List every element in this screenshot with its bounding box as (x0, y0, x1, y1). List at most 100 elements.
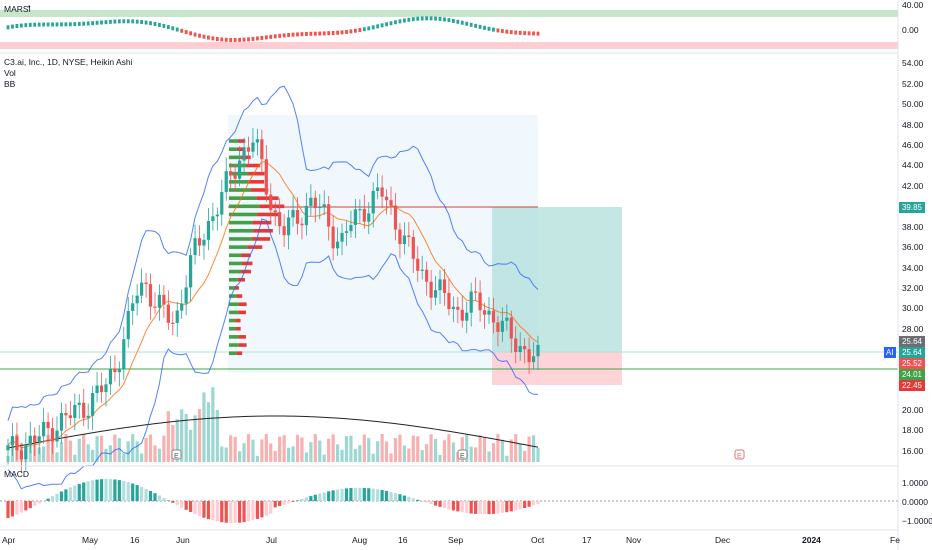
volume-profile (229, 139, 285, 355)
rsi-bar (273, 34, 277, 39)
macd-bar (251, 501, 255, 521)
volume-bar (104, 448, 108, 462)
rsi-bar (233, 37, 237, 42)
candle (59, 413, 64, 431)
macd-tick: 1.0000 (902, 478, 928, 488)
macd-bar (367, 488, 371, 501)
candle (389, 200, 393, 206)
rsi-bar (509, 30, 513, 35)
rsi-bar (224, 37, 228, 42)
rsi-label[interactable]: MARSI (4, 4, 31, 14)
rsi-bar (483, 25, 486, 30)
volume-bar (442, 440, 447, 462)
volume-bar (73, 454, 77, 462)
macd-bar (64, 489, 68, 501)
macd-bar (68, 487, 72, 501)
macd-label[interactable]: MACD (4, 469, 30, 479)
rsi-bar (309, 31, 313, 36)
candle (456, 306, 460, 310)
rsi-bar (247, 37, 250, 42)
candle (500, 320, 504, 332)
volume-profile-down-bar (248, 171, 265, 176)
volume-bar (491, 443, 496, 462)
volume-bar (291, 446, 295, 462)
time-label: Jul (266, 535, 277, 545)
rsi-bar (55, 22, 59, 27)
candle (229, 171, 233, 176)
rsi-bar (140, 20, 144, 25)
volume-profile-up-bar (229, 326, 236, 331)
volume-profile-up-bar (229, 269, 242, 274)
candle (393, 205, 398, 230)
rsi-bar (264, 35, 268, 40)
time-label: Jun (176, 535, 190, 545)
volume-bar (197, 409, 202, 462)
volume-bar (309, 442, 313, 462)
candle (465, 312, 469, 321)
volume-bar (77, 438, 81, 462)
candle (487, 310, 491, 315)
rsi-bar (207, 35, 210, 40)
earnings-icon[interactable] (457, 449, 468, 460)
earnings-icon[interactable] (734, 449, 745, 460)
volume-bar (367, 438, 371, 462)
rsi-bar (149, 21, 152, 26)
volume-profile-up-bar (229, 302, 239, 307)
macd-bar (505, 501, 509, 513)
rsi-bar (518, 30, 522, 35)
volume-bar (304, 452, 309, 462)
volume-bar (144, 438, 148, 462)
rsi-bar (28, 22, 32, 27)
volume-profile-up-bar (229, 155, 241, 160)
macd-bar (335, 489, 340, 501)
vol-label[interactable]: Vol (4, 68, 16, 78)
candle (478, 292, 482, 311)
candle (358, 209, 362, 211)
macd-bar (451, 501, 455, 511)
candle (442, 279, 447, 293)
volume-profile-up-bar (229, 351, 237, 355)
bb-basis (7, 161, 539, 449)
rsi-bar (260, 35, 264, 40)
symbol-info[interactable]: C3.ai, Inc., 1D, NYSE, Heikin Ashi (4, 57, 133, 67)
macd-bar (77, 483, 81, 501)
volume-bar (193, 415, 197, 462)
last-price-tag: 25.64 (898, 347, 925, 358)
macd-bar (344, 488, 349, 501)
bb-label[interactable]: BB (4, 79, 16, 89)
volume-bar (318, 440, 322, 462)
volume-profile-down-bar (240, 155, 251, 160)
candle (523, 346, 527, 350)
volume-bar (64, 434, 68, 462)
macd-bar (371, 488, 375, 501)
candle (108, 368, 113, 385)
candle (505, 317, 509, 321)
macd-bar (33, 501, 37, 506)
macd-bar (340, 488, 344, 501)
volume-profile-down-bar (237, 139, 246, 143)
macd-bar (242, 501, 246, 523)
volume-profile-up-bar (229, 163, 247, 168)
price-tick: 18.00 (902, 425, 924, 435)
candle (95, 385, 99, 394)
eye-icon[interactable]: • (28, 4, 31, 11)
candle (211, 216, 215, 222)
macd-bar (153, 493, 157, 501)
time-label: 16 (130, 535, 140, 545)
candle (175, 310, 179, 323)
rsi-tick: 0.00 (902, 25, 919, 35)
volume-bar (371, 453, 375, 462)
volume-profile-down-bar (256, 196, 279, 200)
candle (531, 356, 536, 363)
bb-upper (7, 85, 539, 421)
rsi-bar (465, 21, 469, 26)
symbol-tag[interactable]: AI (884, 347, 896, 358)
volume-bar (536, 447, 540, 462)
volume-bar (82, 434, 86, 462)
earnings-icon[interactable] (171, 449, 182, 460)
volume-profile-down-bar (251, 237, 271, 241)
candle (224, 171, 228, 193)
rsi-bar (60, 22, 63, 27)
rsi-bar (162, 23, 166, 28)
volume-profile-down-bar (238, 310, 246, 315)
